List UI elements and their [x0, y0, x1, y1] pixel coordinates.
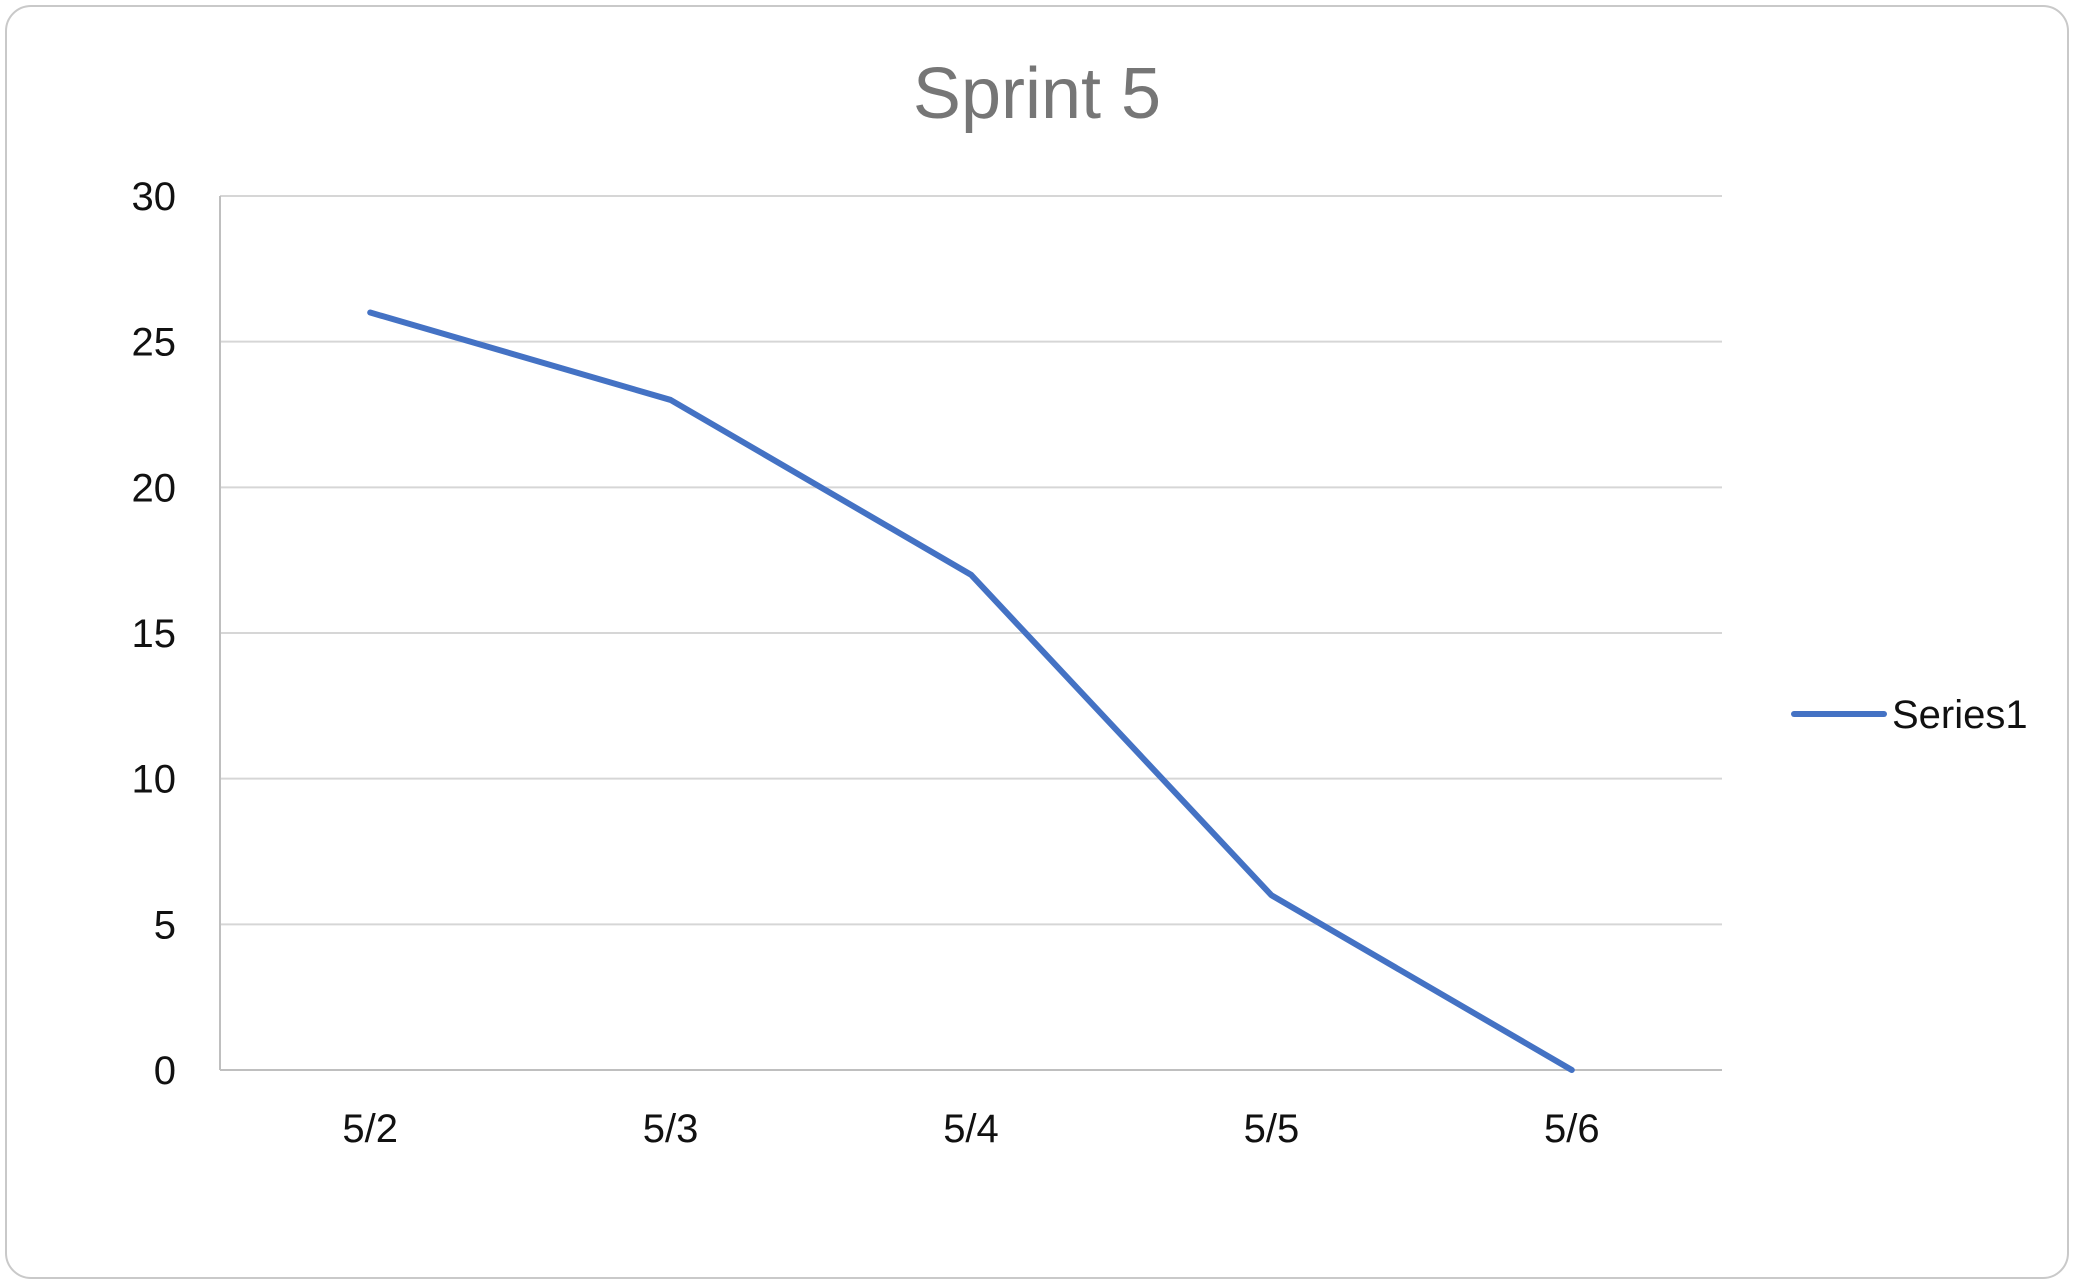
x-tick-label: 5/4 — [943, 1107, 999, 1151]
y-tick-label: 5 — [154, 903, 176, 947]
legend-label: Series1 — [1892, 693, 2028, 737]
x-tick-label: 5/6 — [1544, 1107, 1600, 1151]
series-line — [367, 309, 1575, 1073]
y-tick-label: 20 — [132, 466, 177, 510]
y-tick-label: 0 — [154, 1049, 176, 1093]
gridlines — [219, 195, 1722, 1071]
x-tick-label: 5/5 — [1244, 1107, 1300, 1151]
y-tick-label: 15 — [132, 612, 177, 656]
y-tick-label: 25 — [132, 321, 177, 365]
x-axis-tick-labels: 5/2 5/3 5/4 5/5 5/6 — [342, 1107, 1599, 1151]
legend: Series1 — [1791, 693, 2028, 737]
chart-title: Sprint 5 — [913, 54, 1161, 134]
y-tick-label: 30 — [132, 175, 177, 219]
y-tick-label: 10 — [132, 758, 177, 802]
x-tick-label: 5/3 — [643, 1107, 699, 1151]
x-tick-label: 5/2 — [342, 1107, 398, 1151]
y-axis-tick-labels: 0 5 10 15 20 25 30 — [132, 175, 177, 1093]
series-lines — [367, 309, 1575, 1073]
